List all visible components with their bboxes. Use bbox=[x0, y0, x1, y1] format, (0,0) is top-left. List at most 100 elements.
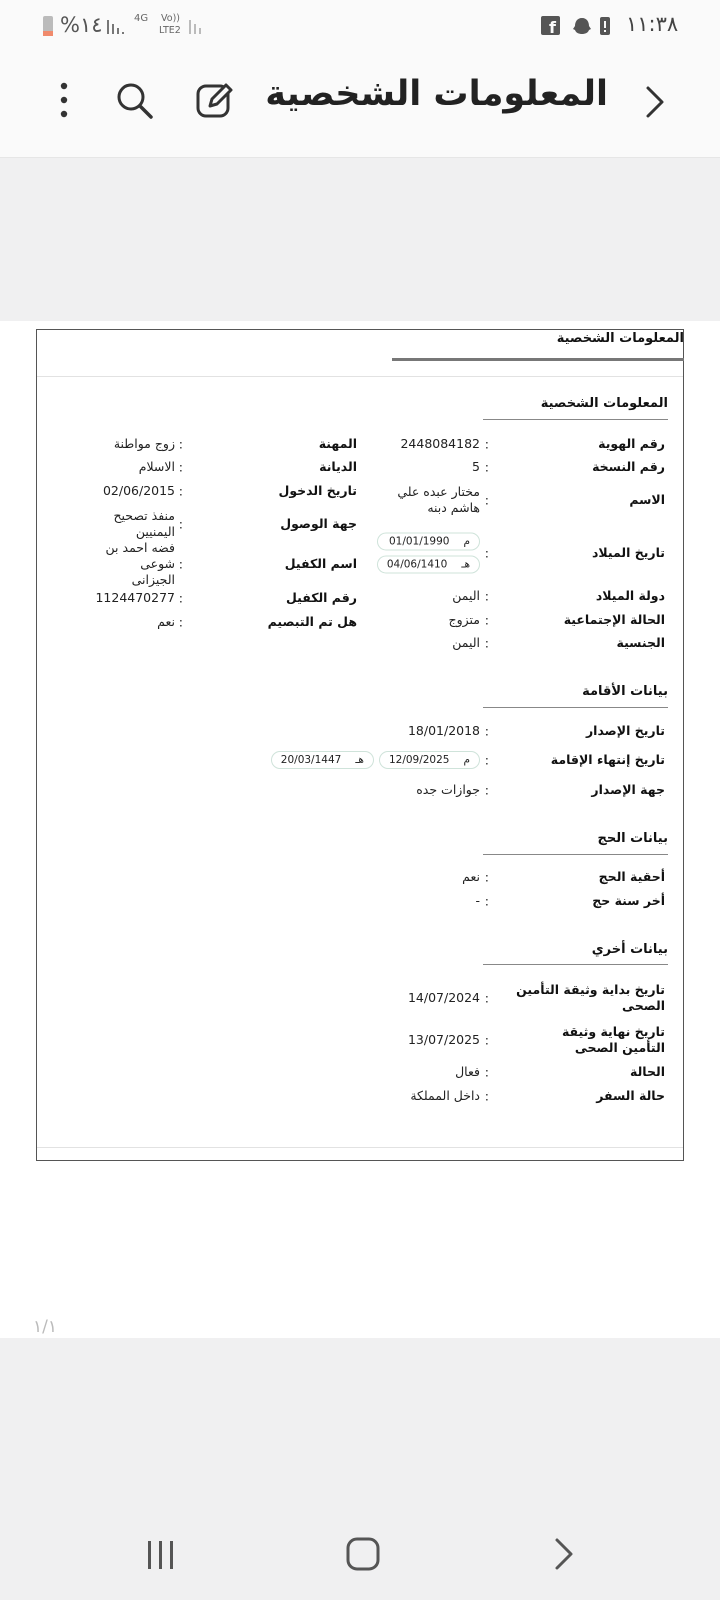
field-separator: : bbox=[178, 590, 183, 606]
field-label: حالة السفر bbox=[596, 1088, 665, 1103]
field-label: رقم الكفيل bbox=[285, 590, 357, 605]
date-pill: م 12/09/2025 bbox=[378, 751, 480, 769]
lte: LTE2 bbox=[159, 25, 181, 36]
field-value: الاسلام bbox=[138, 459, 175, 474]
calendar-mark: هـ bbox=[355, 754, 364, 766]
field-label: الاسم bbox=[629, 492, 665, 507]
field-separator: : bbox=[178, 436, 183, 452]
date-value: 01/01/1990 bbox=[388, 535, 450, 548]
field-value: 13/07/2025 bbox=[407, 1032, 480, 1047]
section-title: بيانات الحج bbox=[597, 831, 669, 846]
field-label: هل تم التبصيم bbox=[267, 614, 357, 629]
field-label: الجنسية bbox=[616, 635, 666, 650]
field-value: 5 bbox=[472, 459, 480, 474]
volte: Vo)) bbox=[161, 13, 180, 24]
field-separator: : bbox=[484, 612, 489, 628]
field-value: مختار عبده علي هاشم دبنه bbox=[397, 484, 480, 515]
divider bbox=[37, 1147, 683, 1148]
calendar-mark: م bbox=[463, 754, 470, 766]
search-button[interactable] bbox=[114, 80, 156, 122]
date-value: 20/03/1447 bbox=[280, 754, 342, 766]
field-label: جهة الوصول bbox=[280, 516, 357, 531]
field-value: متزوج bbox=[448, 612, 480, 627]
date-group: م 01/01/1990 هـ 04/06/1410 bbox=[376, 532, 480, 574]
field-label: اسم الكفيل bbox=[284, 556, 357, 571]
field-label: الحالة bbox=[630, 1064, 665, 1079]
field-value: زوج مواطنة bbox=[113, 436, 175, 451]
back-button[interactable] bbox=[640, 82, 670, 122]
field-separator: : bbox=[178, 483, 183, 499]
field-separator: : bbox=[484, 1064, 489, 1080]
field-label: أخر سنة حج bbox=[592, 893, 665, 908]
field-label: تاريخ إنتهاء الإقامة bbox=[550, 752, 665, 767]
field-separator: : bbox=[484, 492, 489, 508]
field-label: رقم الهوية bbox=[598, 436, 665, 451]
field-value: منفذ تصحيح اليمنيين bbox=[113, 508, 175, 539]
app-title: المعلومات الشخصية bbox=[265, 74, 608, 114]
field-value: 18/01/2018 bbox=[407, 723, 480, 738]
field-separator: : bbox=[484, 1032, 489, 1048]
section-title: المعلومات الشخصية bbox=[540, 396, 668, 411]
home-button[interactable] bbox=[345, 1536, 381, 1572]
date-value: 04/06/1410 bbox=[386, 558, 448, 571]
field-label: الديانة bbox=[319, 459, 357, 474]
field-label: تاريخ نهاية وثيقة التأمين الصحى bbox=[561, 1024, 665, 1055]
field-value: جوازات جده bbox=[416, 782, 480, 797]
title-underline bbox=[392, 358, 684, 361]
signal-icon bbox=[107, 20, 124, 34]
field-label: دولة الميلاد bbox=[595, 588, 665, 603]
signal-icon-2 bbox=[189, 20, 201, 34]
field-separator: : bbox=[178, 556, 183, 572]
calendar-mark: م bbox=[463, 535, 470, 548]
section-underline bbox=[483, 854, 668, 855]
document-page: المعلومات الشخصية ١/١ المعلومات الشخصية ر… bbox=[0, 321, 720, 1338]
status-bar: %١٤ 4G Vo)) LTE2 f ١١:٣٨ bbox=[0, 0, 720, 52]
field-label: تاريخ الميلاد bbox=[591, 545, 665, 560]
field-separator: : bbox=[484, 545, 489, 561]
date-value: 12/09/2025 bbox=[388, 754, 450, 766]
battery-icon bbox=[43, 16, 53, 36]
section-underline bbox=[483, 964, 668, 965]
more-button[interactable] bbox=[56, 80, 72, 120]
field-value: - bbox=[475, 893, 480, 908]
field-label: تاريخ بداية وثيقة التأمين الصحى bbox=[516, 982, 665, 1013]
field-separator: : bbox=[484, 635, 489, 651]
document-title: المعلومات الشخصية bbox=[556, 331, 684, 346]
page-indicator: ١/١ bbox=[33, 1317, 57, 1337]
field-separator: : bbox=[178, 459, 183, 475]
battery-level: %١٤ bbox=[60, 13, 103, 37]
section-underline bbox=[483, 707, 668, 708]
field-value: فضه احمد بن شوعى الجيزانى bbox=[105, 540, 175, 587]
edit-button[interactable] bbox=[194, 80, 234, 120]
field-value: داخل المملكة bbox=[410, 1088, 480, 1103]
field-value: 14/07/2024 bbox=[407, 990, 480, 1005]
back-nav-button[interactable] bbox=[550, 1536, 578, 1572]
field-separator: : bbox=[484, 893, 489, 909]
recents-button[interactable] bbox=[145, 1538, 177, 1572]
field-label: جهة الإصدار bbox=[591, 782, 665, 797]
field-label: المهنة bbox=[318, 436, 357, 451]
notification-icons: f bbox=[541, 16, 610, 37]
clock: ١١:٣٨ bbox=[626, 12, 679, 36]
field-separator: : bbox=[484, 723, 489, 739]
field-separator: : bbox=[484, 782, 489, 798]
field-separator: : bbox=[484, 869, 489, 885]
field-separator: : bbox=[484, 1088, 489, 1104]
field-label: رقم النسخة bbox=[592, 459, 665, 474]
date-group: م 12/09/2025 هـ 20/03/1447 bbox=[270, 751, 480, 769]
network-type: 4G bbox=[134, 13, 149, 24]
field-separator: : bbox=[484, 990, 489, 1006]
field-value: نعم bbox=[462, 869, 480, 884]
calendar-mark: هـ bbox=[461, 558, 470, 571]
field-value: 1124470277 bbox=[95, 590, 175, 605]
field-value: اليمن bbox=[452, 588, 480, 603]
field-separator: : bbox=[484, 459, 489, 475]
section-title: بيانات الأقامة bbox=[582, 684, 668, 699]
document-frame bbox=[36, 329, 684, 1161]
nav-area bbox=[0, 1338, 720, 1600]
svg-text:f: f bbox=[549, 18, 557, 37]
field-separator: : bbox=[484, 752, 489, 768]
date-pill: هـ 20/03/1447 bbox=[270, 751, 374, 769]
field-label: أحقية الحج bbox=[598, 869, 665, 884]
